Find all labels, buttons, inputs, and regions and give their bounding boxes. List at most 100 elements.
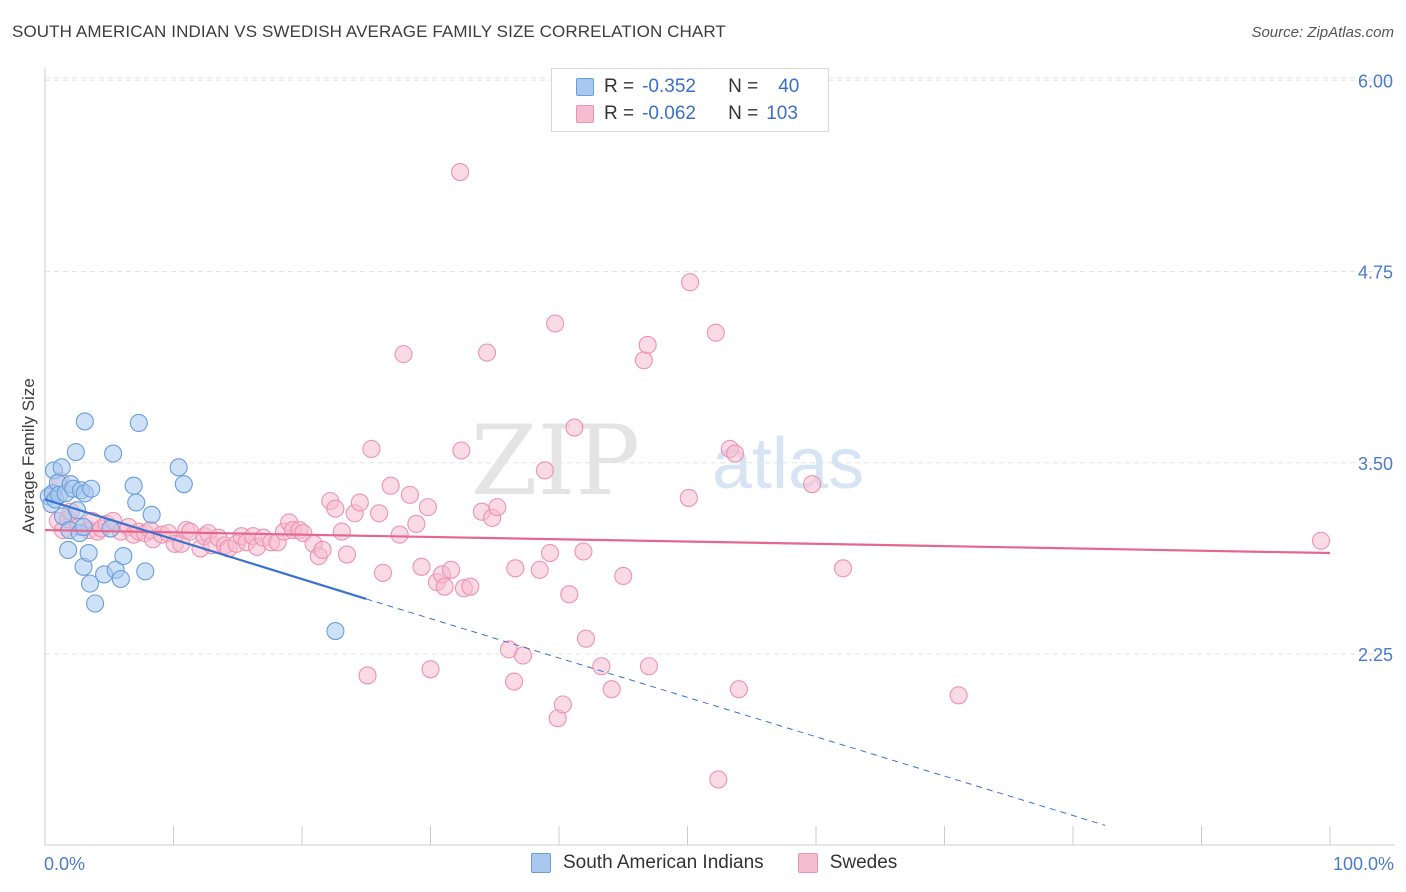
swedes-point bbox=[337, 545, 357, 564]
swedes-point bbox=[681, 273, 700, 292]
swedes-point bbox=[634, 351, 653, 370]
swedes-point bbox=[553, 695, 572, 714]
south-american-indians-point bbox=[111, 569, 130, 589]
legend-n-label: N = bbox=[728, 76, 759, 97]
legend-row-swedes: R = -0.062 N = 103 bbox=[576, 102, 798, 126]
swedes-trend-line bbox=[44, 528, 1331, 555]
south-american-indians-point bbox=[59, 540, 78, 560]
swedes-point bbox=[706, 323, 725, 342]
swedes-point bbox=[679, 488, 698, 507]
swedes-point bbox=[461, 577, 480, 596]
swedes-point bbox=[400, 485, 419, 504]
tick-labels: 2.25 3.50 4.75 6.00 0.0% 100.0% bbox=[44, 71, 1394, 874]
south-american-indians-points bbox=[39, 412, 345, 641]
south-american-indians-point bbox=[80, 574, 100, 593]
south-american-indians-point bbox=[127, 493, 146, 512]
south-american-indians-point bbox=[104, 444, 123, 463]
swedes-point bbox=[725, 444, 745, 463]
south-american-indians-point bbox=[75, 412, 94, 431]
swedes-point bbox=[452, 441, 471, 460]
south-american-indians-point bbox=[124, 476, 143, 495]
swedes-point bbox=[412, 557, 431, 576]
south-american-indians-point bbox=[74, 517, 93, 537]
swedes-point bbox=[370, 504, 389, 523]
south-american-indians-point bbox=[326, 621, 345, 641]
swedes-point bbox=[540, 543, 560, 563]
legend-label: Swedes bbox=[829, 852, 898, 873]
swedes-point bbox=[326, 499, 345, 518]
swedes-point bbox=[421, 660, 440, 679]
y-tick-label: 6.00 bbox=[1358, 71, 1393, 91]
swedes-point bbox=[488, 498, 507, 517]
swedes-point bbox=[1311, 531, 1331, 550]
swedes-point bbox=[394, 345, 413, 364]
swedes-point bbox=[638, 335, 657, 354]
chart-source: Source: ZipAtlas.com bbox=[1251, 24, 1394, 41]
legend-label: South American Indians bbox=[563, 852, 764, 873]
swedes-point bbox=[373, 563, 393, 582]
stats-legend: R = -0.352 N = 40 R = -0.062 N = 103 bbox=[551, 68, 829, 132]
swedes-point bbox=[602, 680, 621, 699]
legend-r-value: -0.352 bbox=[642, 76, 696, 97]
swedes-point bbox=[592, 657, 611, 676]
south-american-indians-point bbox=[86, 594, 105, 613]
swedes-point bbox=[362, 439, 381, 459]
swedes-point bbox=[407, 514, 426, 534]
legend-n-value: 40 bbox=[778, 76, 800, 97]
swedes-points bbox=[44, 163, 1331, 789]
south-american-indians-trend-extension bbox=[366, 598, 1106, 826]
swedes-point bbox=[350, 493, 369, 512]
south-american-indians-point bbox=[174, 475, 193, 494]
swedes-point bbox=[576, 629, 596, 648]
south-american-indians-point bbox=[82, 479, 101, 498]
south-american-indians-point bbox=[79, 543, 98, 563]
swedes-point bbox=[565, 418, 584, 437]
swedes-point bbox=[729, 680, 748, 699]
watermark: ZIP atlas bbox=[471, 405, 864, 517]
swedes-point bbox=[833, 559, 853, 578]
swedes-point bbox=[535, 461, 554, 480]
swedes-point bbox=[381, 476, 400, 495]
swedes-point bbox=[313, 540, 332, 560]
legend-row-south-american-indians: R = -0.352 N = 40 bbox=[576, 75, 799, 99]
y-axis-title: Average Family Size bbox=[19, 378, 38, 534]
swedes-point bbox=[560, 585, 579, 604]
legend-item-swedes: Swedes bbox=[797, 852, 898, 874]
swedes-point bbox=[513, 646, 533, 665]
legend-r-label: R = bbox=[604, 103, 635, 124]
chart-title: SOUTH AMERICAN INDIAN VS SWEDISH AVERAGE… bbox=[12, 22, 726, 41]
swedes-point bbox=[477, 343, 497, 362]
swedes-point bbox=[358, 666, 377, 685]
swedes-point bbox=[639, 657, 659, 676]
watermark-atlas: atlas bbox=[712, 424, 864, 504]
swedes-point bbox=[506, 559, 525, 578]
south-american-indians-point bbox=[129, 413, 148, 433]
swedes-point bbox=[332, 522, 351, 541]
legend-r-label: R = bbox=[604, 76, 635, 97]
legend-n-value: 103 bbox=[766, 103, 798, 124]
legend-swatch-blue bbox=[576, 78, 594, 96]
swedes-point bbox=[530, 560, 549, 579]
swedes-point bbox=[949, 686, 968, 705]
legend-item-south-american-indians: South American Indians bbox=[531, 852, 764, 874]
swedes-point bbox=[614, 566, 633, 586]
swedes-point bbox=[418, 498, 437, 517]
x-tick-label: 100.0% bbox=[1333, 854, 1394, 874]
south-american-indians-point bbox=[66, 442, 85, 462]
y-tick-label: 3.50 bbox=[1358, 454, 1393, 474]
swedes-point bbox=[451, 163, 470, 182]
south-american-indians-point bbox=[114, 547, 133, 566]
y-tick-label: 2.25 bbox=[1358, 645, 1393, 665]
legend-r-value: -0.062 bbox=[642, 103, 696, 124]
south-american-indians-point bbox=[169, 458, 188, 477]
legend-swatch-pink bbox=[797, 853, 818, 873]
swedes-point bbox=[803, 475, 822, 494]
swedes-point bbox=[546, 314, 565, 333]
axes bbox=[44, 68, 1395, 846]
x-tick-label: 0.0% bbox=[44, 854, 85, 874]
legend-swatch-pink bbox=[576, 105, 594, 123]
swedes-point bbox=[574, 542, 593, 561]
south-american-indians-trend-line bbox=[44, 498, 367, 600]
south-american-indians-point bbox=[142, 505, 161, 524]
